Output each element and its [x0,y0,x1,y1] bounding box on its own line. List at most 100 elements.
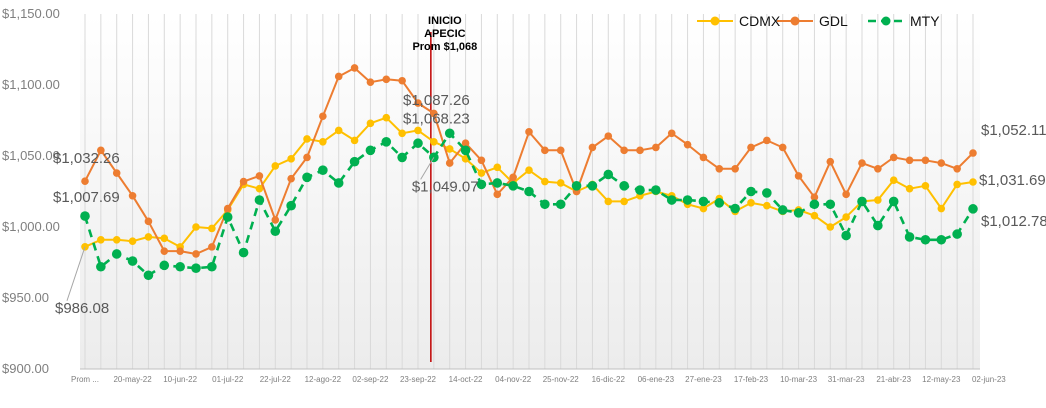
point-gdl [889,153,898,162]
x-tick-label: 10-jun-22 [163,375,197,384]
point-gdl [747,143,755,152]
x-tick-label: 02-sep-22 [352,375,389,384]
point-gdl [541,146,549,155]
point-mty [968,204,978,214]
point-cdmx [97,235,105,244]
point-cdmx [128,237,137,245]
point-gdl [556,146,565,155]
point-mty [793,208,804,218]
point-cdmx [937,204,946,213]
legend-marker-mty [881,16,891,26]
point-gdl [112,169,121,177]
legend-marker-gdl [790,16,800,26]
point-cdmx [208,224,216,233]
y-tick-label: $1,100.00 [2,77,60,92]
point-mty [222,212,233,222]
point-gdl [842,190,850,199]
point-mty [492,178,503,188]
data-label: $1,007.69 [53,189,120,206]
point-mty [381,137,392,147]
x-tick-label: 17-feb-23 [734,375,769,384]
point-mty [476,179,487,190]
point-mty [508,181,518,191]
point-cdmx [303,135,311,143]
point-cdmx [921,182,930,190]
point-mty [111,249,122,259]
point-mty [460,145,471,156]
y-tick-label: $1,050.00 [2,148,60,163]
point-gdl [699,153,708,162]
point-gdl [461,139,470,148]
point-gdl [208,243,216,251]
point-mty [619,181,629,191]
x-tick-label: 22-jul-22 [260,375,292,384]
x-tick-label: 27-ene-23 [685,375,722,384]
point-gdl [239,177,248,186]
point-mty [333,178,344,188]
point-cdmx [334,126,343,135]
point-cdmx [556,179,565,187]
point-cdmx [969,178,977,186]
point-cdmx [953,180,961,189]
point-mty [635,185,645,195]
point-mty [96,261,106,272]
data-label: $1,052.11 [981,122,1046,139]
point-cdmx [604,197,613,206]
point-gdl [874,164,882,173]
point-gdl [604,132,613,140]
point-cdmx [763,201,771,210]
point-mty [318,165,328,175]
point-gdl [319,112,327,121]
data-label: $1,032.26 [53,150,120,167]
point-cdmx [747,199,755,207]
point-mty [746,186,756,197]
leader-line [66,246,86,301]
point-gdl [858,159,866,167]
point-gdl [398,76,406,85]
point-gdl [937,159,946,167]
point-cdmx [889,176,898,184]
point-gdl [794,172,803,180]
point-cdmx [826,223,835,231]
point-mty [873,220,883,231]
x-tick-label: 04-nov-22 [495,375,532,384]
point-gdl [921,156,930,165]
point-gdl [731,164,739,173]
data-label: $1,031.69 [979,172,1046,189]
point-gdl [969,149,977,157]
x-tick-label: 25-nov-22 [543,375,580,384]
point-gdl [636,146,644,155]
data-label: $1,012.78 [981,213,1046,230]
point-mty [127,256,138,266]
point-mty [159,260,170,271]
x-axis: Prom ... 20-may-22 10-jun-22 01-jul-22 22-ju… [71,375,1006,384]
point-cdmx [620,197,628,206]
data-label: $1,068.23 [403,110,470,127]
point-gdl [588,143,597,152]
point-cdmx [699,204,708,213]
point-cdmx [255,184,264,193]
x-tick-label: 31-mar-23 [828,375,865,384]
point-gdl [905,156,914,165]
data-label: $1,049.07 [412,178,479,195]
point-mty [762,188,772,198]
point-mty [80,211,90,221]
point-gdl [667,129,676,138]
point-gdl [683,140,692,149]
point-gdl [509,173,517,182]
point-cdmx [287,155,295,163]
legend-label-mty: MTY [910,13,940,29]
legend-label-gdl: GDL [819,13,848,29]
point-gdl [652,143,660,152]
point-mty [302,172,312,183]
point-gdl [763,136,771,145]
point-mty [349,156,360,167]
point-cdmx [905,184,914,193]
x-tick-label: 12-may-23 [922,375,961,384]
point-mty [413,138,423,149]
point-cdmx [144,233,153,241]
point-gdl [144,217,153,226]
point-mty [904,232,915,242]
y-tick-label: $1,150.00 [2,6,60,21]
